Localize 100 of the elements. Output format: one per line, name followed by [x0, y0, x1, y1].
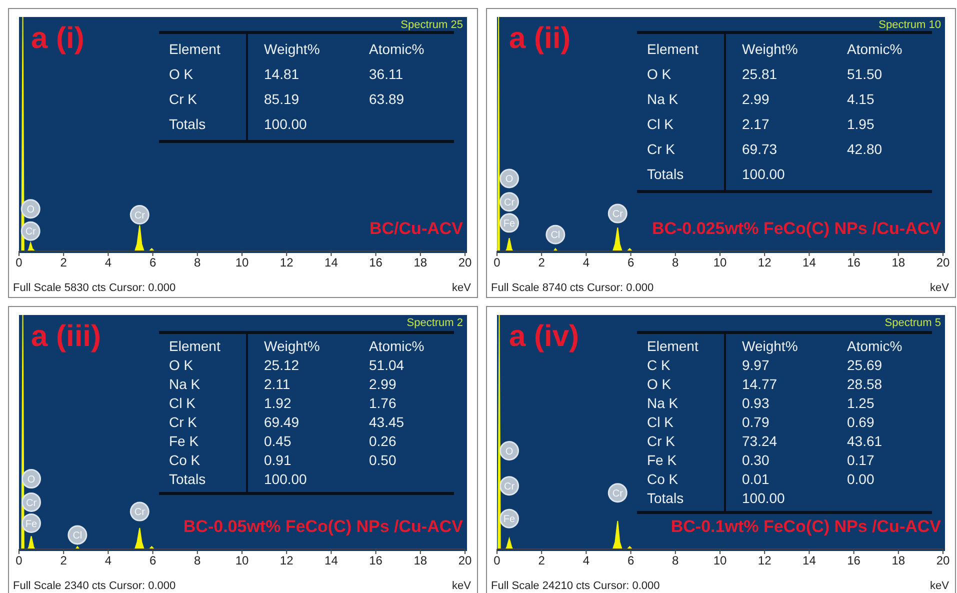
annotation: O K — [169, 65, 194, 84]
annotation: 28.58 — [847, 375, 882, 394]
annotation: 100.00 — [742, 489, 785, 508]
annotation: Totals — [169, 115, 206, 134]
annotation: 69.49 — [264, 413, 300, 432]
annotation: 2.17 — [742, 115, 770, 134]
annotation: Atomic% — [847, 337, 902, 356]
annotation: 0.79 — [742, 413, 770, 432]
x-tick-label: 14 — [802, 554, 816, 568]
annotation: 43.61 — [847, 432, 882, 451]
text: Full Scale 5830 cts Cursor: 0.000 — [13, 282, 176, 294]
x-tick-label: 0 — [16, 554, 23, 568]
annotation: Cr — [504, 481, 516, 492]
x-tick-label: 18 — [414, 554, 428, 568]
annotation: O — [505, 174, 514, 186]
annotation: 2.11 — [264, 375, 290, 394]
annotation: 14.77 — [742, 375, 778, 394]
annotation: 100.00 — [264, 470, 307, 489]
annotation: Cr — [612, 488, 624, 500]
x-tick-label: 18 — [892, 554, 906, 568]
annotation: 73.24 — [742, 432, 778, 451]
annotation: 51.50 — [847, 65, 882, 84]
annotation: O — [505, 446, 514, 458]
annotation: Element — [647, 40, 698, 59]
annotation: Spectrum 5 — [884, 317, 941, 329]
annotation: Element — [647, 337, 698, 356]
annotation: 51.04 — [369, 356, 404, 375]
text: Full Scale 24210 cts Cursor: 0.000 — [491, 580, 660, 592]
annotation: Fe K — [647, 451, 677, 470]
text: Full Scale 8740 cts Cursor: 0.000 — [491, 282, 654, 294]
annotation: 0.69 — [847, 413, 874, 432]
chart-title: a (i) — [31, 22, 84, 55]
annotation: 0.50 — [369, 451, 396, 470]
x-tick-label: 0 — [494, 256, 501, 270]
x-tick-label: 20 — [458, 554, 472, 568]
x-tick-label: 10 — [713, 256, 727, 270]
x-tick-label: 16 — [369, 554, 383, 568]
annotation: Cl K — [647, 413, 674, 432]
x-tick-label: 14 — [324, 256, 338, 270]
x-tick-label: 2 — [538, 256, 546, 270]
annotation: Na K — [169, 375, 200, 394]
annotation: Cr — [504, 197, 516, 208]
x-tick-label: 18 — [414, 256, 428, 270]
x-tick-label: 6 — [627, 256, 634, 270]
annotation: 0.45 — [264, 432, 292, 451]
x-tick-label: 0 — [494, 554, 501, 568]
annotation: 2.99 — [369, 375, 396, 394]
x-tick-label: 2 — [60, 554, 68, 568]
x-tick-label: 4 — [582, 554, 590, 568]
x-tick-label: 14 — [324, 554, 338, 568]
annotation: Cr — [25, 226, 37, 238]
x-tick-label: 12 — [280, 256, 294, 270]
annotation: C K — [647, 356, 670, 375]
annotation: 36.11 — [369, 65, 403, 84]
annotation: 85.19 — [264, 90, 300, 109]
annotation: 9.97 — [742, 356, 770, 375]
annotation: Totals — [169, 470, 206, 489]
x-tick-label: 4 — [104, 554, 112, 568]
annotation: Spectrum 10 — [878, 19, 941, 31]
annotation: 1.95 — [847, 115, 874, 134]
annotation: 25.12 — [264, 356, 300, 375]
x-tick-label: 18 — [892, 256, 906, 270]
x-tick-label: 4 — [582, 256, 590, 270]
x-tick-label: 10 — [713, 554, 727, 568]
x-tick-label: 20 — [936, 256, 950, 270]
chart-title: a (iv) — [509, 320, 580, 353]
x-tick-label: 16 — [369, 256, 383, 270]
annotation: Atomic% — [369, 337, 424, 356]
text: Full Scale 2340 cts Cursor: 0.000 — [13, 580, 176, 592]
annotation: 0.17 — [847, 451, 874, 470]
x-tick-label: 12 — [758, 554, 772, 568]
x-tick-label: 6 — [149, 256, 156, 270]
x-tick-label: 8 — [194, 256, 202, 270]
x-axis-title: keV — [452, 282, 471, 294]
annotation: 100.00 — [742, 165, 785, 184]
annotation: 2.99 — [742, 90, 770, 109]
x-tick-label: 6 — [149, 554, 156, 568]
annotation: Cr — [134, 507, 146, 518]
annotation: Na K — [647, 90, 678, 109]
annotation: Cr — [134, 210, 146, 222]
annotation: Totals — [647, 165, 684, 184]
annotation: BC-0.05wt% FeCo(C) NPs /Cu-ACV — [183, 517, 463, 537]
annotation: Element — [169, 40, 220, 59]
x-tick-label: 2 — [538, 554, 546, 568]
annotation: Fe — [25, 518, 38, 530]
annotation: 0.93 — [742, 394, 770, 413]
x-tick-label: 14 — [802, 256, 816, 270]
annotation: O — [27, 474, 36, 486]
annotation: Spectrum 2 — [406, 317, 463, 329]
x-tick-label: 12 — [758, 256, 772, 270]
annotation: Spectrum 25 — [400, 19, 463, 31]
annotation: Totals — [647, 489, 684, 508]
annotation: 69.73 — [742, 140, 778, 159]
annotation: 1.92 — [264, 394, 292, 413]
x-axis-title: keV — [930, 282, 949, 294]
annotation: Atomic% — [369, 40, 424, 59]
x-tick-label: 20 — [936, 554, 950, 568]
annotation: Fe K — [169, 432, 199, 451]
annotation: Atomic% — [847, 40, 902, 59]
annotation: 63.89 — [369, 90, 404, 109]
